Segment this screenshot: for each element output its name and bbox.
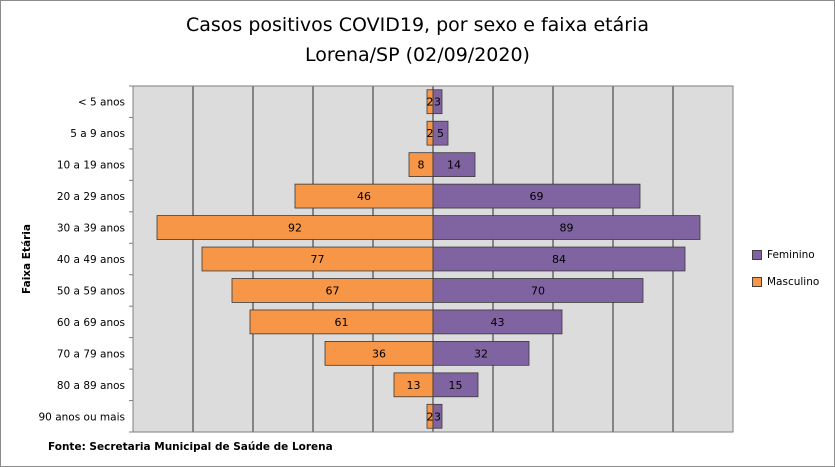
bar-feminino-row-6 (432, 278, 644, 303)
category-label-row-7: 60 a 69 anos (57, 317, 125, 329)
category-label-row-0: < 5 anos (78, 97, 125, 109)
data-label-masculino-row-1: 2 (427, 127, 434, 140)
data-label-feminino-row-0: 3 (434, 96, 441, 109)
legend-label-feminino: Feminino (767, 249, 815, 261)
legend-label-masculino: Masculino (767, 276, 820, 288)
chart-title: Casos positivos COVID19, por sexo e faix… (185, 14, 650, 36)
data-label-feminino-row-8: 32 (474, 347, 488, 360)
y-axis-label: Faixa Etária (21, 224, 33, 294)
category-label-row-9: 80 a 89 anos (57, 380, 125, 392)
bar-feminino-row-9 (432, 372, 479, 398)
data-label-feminino-row-7: 43 (491, 316, 505, 329)
category-label-row-6: 50 a 59 anos (57, 285, 125, 297)
data-label-feminino-row-4: 89 (560, 222, 574, 235)
data-label-masculino-row-3: 46 (357, 190, 371, 203)
legend-item-feminino: Feminino (752, 248, 815, 262)
data-label-masculino-row-5: 77 (311, 253, 325, 266)
data-label-masculino-row-8: 36 (372, 347, 386, 360)
category-label-row-2: 10 a 19 anos (57, 160, 125, 172)
bar-feminino-row-1 (432, 120, 449, 146)
data-label-feminino-row-6: 70 (531, 284, 545, 297)
category-label-row-10: 90 anos ou mais (39, 411, 126, 423)
data-label-masculino-row-2: 8 (418, 159, 425, 172)
bar-feminino-row-0 (432, 89, 443, 115)
data-label-feminino-row-2: 14 (447, 159, 461, 172)
category-label-row-8: 70 a 79 anos (57, 348, 125, 360)
data-label-masculino-row-9: 13 (407, 379, 421, 392)
bar-feminino-row-7 (432, 309, 563, 335)
bar-feminino-row-10 (432, 403, 443, 429)
source-note: Fonte: Secretaria Municipal de Saúde de … (48, 441, 333, 453)
bar-feminino-row-4 (432, 215, 701, 240)
data-label-feminino-row-10: 3 (434, 410, 441, 423)
category-label-row-3: 20 a 29 anos (57, 191, 125, 203)
plot-border (132, 85, 734, 433)
legend-swatch-feminino (752, 250, 762, 260)
legend-item-masculino: Masculino (752, 275, 819, 289)
data-label-masculino-row-0: 2 (427, 96, 434, 109)
bar-feminino-row-3 (432, 183, 641, 209)
data-label-feminino-row-5: 84 (552, 253, 566, 266)
legend-swatch-masculino (752, 277, 762, 287)
bar-feminino-row-2 (432, 152, 476, 177)
data-label-masculino-row-7: 61 (335, 316, 349, 329)
data-label-masculino-row-4: 92 (288, 222, 302, 235)
data-label-feminino-row-9: 15 (449, 379, 463, 392)
data-label-masculino-row-10: 2 (427, 410, 434, 423)
bar-feminino-row-5 (432, 246, 686, 272)
category-labels: < 5 anos 5 a 9 anos 10 a 19 anos 20 a 29 an… (39, 97, 126, 424)
category-label-row-1: 5 a 9 anos (70, 128, 125, 140)
data-label-masculino-row-6: 67 (326, 284, 340, 297)
category-label-row-5: 40 a 49 anos (57, 254, 125, 266)
chart-subtitle: Lorena/SP (02/09/2020) (305, 44, 530, 66)
bar-feminino-row-8 (432, 341, 530, 366)
data-label-feminino-row-3: 69 (530, 190, 544, 203)
data-label-feminino-row-1: 5 (437, 127, 444, 140)
category-label-row-4: 30 a 39 anos (57, 223, 125, 235)
